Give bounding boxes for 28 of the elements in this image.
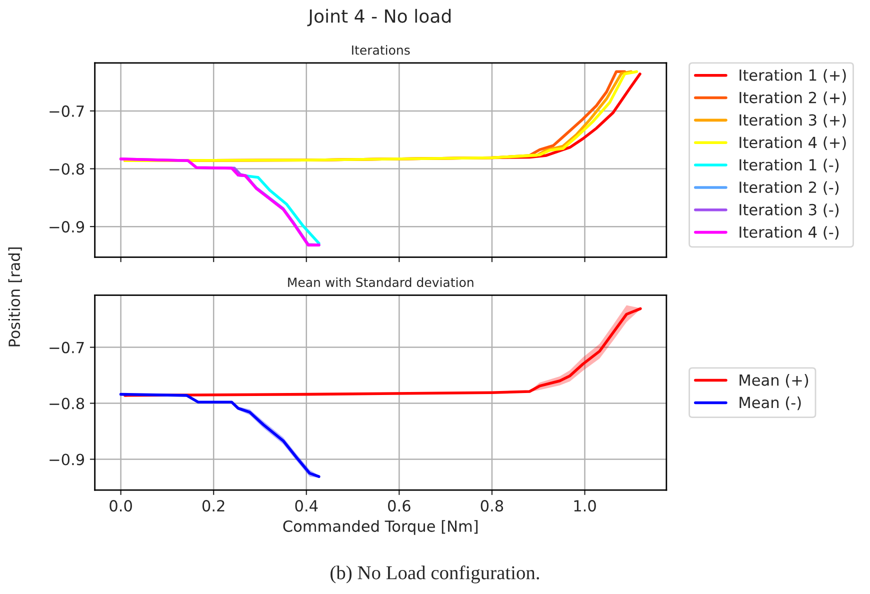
- x-tick-label: 0.2: [202, 500, 224, 512]
- legend-label: Mean (-): [740, 396, 801, 410]
- legend-label: Iteration 2 (-): [740, 181, 839, 195]
- chart-subtitle: Mean with Standard deviation: [288, 277, 474, 288]
- x-axis-title: Commanded Torque [Nm]: [283, 520, 478, 535]
- legend-label: Mean (+): [740, 374, 808, 388]
- y-axis-title: Position [rad]: [8, 248, 22, 346]
- y-tick-label: −0.9: [50, 221, 84, 233]
- y-tick-label: −0.7: [50, 105, 84, 117]
- legend-label: Iteration 1 (+): [740, 69, 846, 83]
- x-tick-label: 0.4: [295, 500, 318, 512]
- legend-label: Iteration 4 (-): [740, 226, 839, 240]
- y-tick-label: −0.9: [50, 454, 84, 466]
- legend-label: Iteration 4 (+): [740, 136, 846, 150]
- y-tick-label: −0.8: [50, 163, 84, 175]
- chart-title: Joint 4 - No load: [307, 8, 451, 26]
- y-tick-label: −0.7: [50, 342, 84, 354]
- x-tick-label: 0.0: [110, 500, 132, 512]
- chart-subtitle: Iterations: [352, 45, 410, 55]
- x-tick-label: 1.0: [574, 500, 596, 512]
- x-tick-label: 0.8: [480, 500, 504, 512]
- text: (b) No Load configuration.: [330, 565, 540, 584]
- legend-label: Iteration 1 (-): [740, 158, 839, 172]
- x-tick-label: 0.6: [388, 500, 410, 512]
- legend-label: Iteration 3 (+): [740, 114, 846, 128]
- y-tick-label: −0.8: [50, 398, 84, 410]
- legend-label: Iteration 2 (+): [740, 92, 846, 106]
- legend-label: Iteration 3 (-): [740, 204, 839, 218]
